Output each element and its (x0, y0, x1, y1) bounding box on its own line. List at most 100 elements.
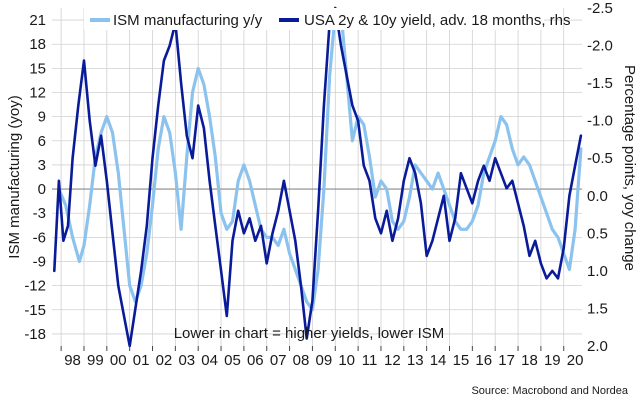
data-point (62, 239, 65, 242)
chart-annotation: Lower in chart = higher yields, lower IS… (174, 325, 445, 342)
right-tick-label: 1.0 (587, 263, 608, 280)
data-point (557, 236, 559, 239)
data-point (134, 307, 137, 310)
data-point (522, 156, 525, 158)
data-point (328, 75, 331, 78)
data-point (168, 44, 171, 47)
data-point (505, 187, 508, 190)
data-point (380, 180, 382, 182)
data-point (511, 179, 514, 182)
data-point (265, 262, 268, 265)
data-point (203, 83, 205, 86)
data-point (145, 224, 148, 227)
data-point (540, 196, 542, 199)
data-point (362, 123, 365, 126)
data-point (488, 156, 491, 158)
data-point (283, 179, 285, 182)
ism-series-line (57, 10, 583, 312)
x-tick-label: 99 (87, 352, 104, 369)
data-point (185, 134, 188, 137)
data-point (180, 82, 183, 84)
left-tick-label: -12 (24, 278, 46, 295)
data-point (225, 315, 228, 317)
data-point (351, 104, 354, 107)
data-point (231, 239, 234, 242)
data-point (488, 179, 491, 182)
left-tick-label: 15 (29, 60, 46, 77)
x-tick-label: 05 (224, 352, 241, 369)
data-point (494, 139, 497, 142)
data-point (105, 115, 108, 118)
data-point (260, 224, 262, 227)
data-point (67, 224, 69, 227)
data-point (323, 188, 325, 191)
data-point (123, 228, 125, 231)
data-point (528, 164, 531, 166)
right-tick-label: -2.5 (587, 0, 613, 17)
x-tick-label: 10 (338, 352, 355, 369)
data-point (500, 115, 502, 118)
left-tick-label: 6 (38, 133, 46, 150)
data-point (237, 180, 240, 182)
data-point (163, 115, 165, 118)
data-point (551, 228, 554, 231)
data-point (214, 156, 217, 158)
data-point (477, 204, 479, 207)
data-point (482, 172, 485, 174)
data-point (402, 179, 405, 182)
data-point (168, 131, 171, 134)
right-tick-label: -0.5 (587, 150, 613, 167)
x-tick-label: 14 (430, 352, 447, 369)
data-point (71, 236, 74, 239)
data-point (317, 268, 319, 271)
data-point (540, 262, 542, 265)
data-point (477, 179, 479, 182)
legend-label-ism: ISM manufacturing y/y (113, 12, 263, 29)
x-tick-label: 02 (156, 352, 173, 369)
data-point (442, 188, 445, 191)
data-point (431, 188, 434, 191)
data-point (220, 212, 223, 215)
data-point (391, 220, 394, 223)
data-point (214, 224, 217, 227)
data-point (442, 194, 445, 197)
series-layer (52, 6, 583, 348)
data-point (71, 157, 74, 160)
right-tick-label: 0.5 (587, 225, 608, 242)
data-point (437, 217, 439, 220)
right-tick-label: 2.0 (587, 338, 608, 355)
data-point (64, 204, 67, 207)
x-tick-label: 08 (293, 352, 310, 369)
left-tick-label: -9 (33, 254, 46, 271)
right-tick-label: 0.0 (587, 188, 608, 205)
data-point (460, 228, 462, 231)
data-point (185, 156, 188, 158)
data-point (208, 179, 211, 182)
data-point (454, 217, 457, 220)
left-tick-label: 9 (38, 109, 46, 126)
data-point (517, 202, 519, 205)
data-point (574, 228, 576, 231)
data-point (151, 157, 154, 160)
x-tick-label: 01 (133, 352, 150, 369)
data-point (323, 104, 325, 107)
data-point (225, 228, 228, 231)
data-point (283, 228, 285, 231)
data-point (580, 134, 582, 137)
data-point (83, 244, 85, 247)
data-point (437, 172, 439, 174)
data-point (494, 157, 497, 160)
x-tick-label: 06 (247, 352, 264, 369)
data-point (180, 228, 183, 231)
data-point (277, 209, 280, 212)
legend-label-yield: USA 2y & 10y yield, adv. 18 months, rhs (304, 12, 571, 29)
data-point (117, 285, 120, 287)
data-point (420, 172, 422, 174)
data-point (380, 232, 382, 235)
data-point (197, 104, 200, 107)
data-point (208, 115, 211, 118)
x-tick-label: 15 (453, 352, 470, 369)
right-tick-label: -1.5 (587, 75, 613, 92)
data-point (140, 270, 143, 272)
